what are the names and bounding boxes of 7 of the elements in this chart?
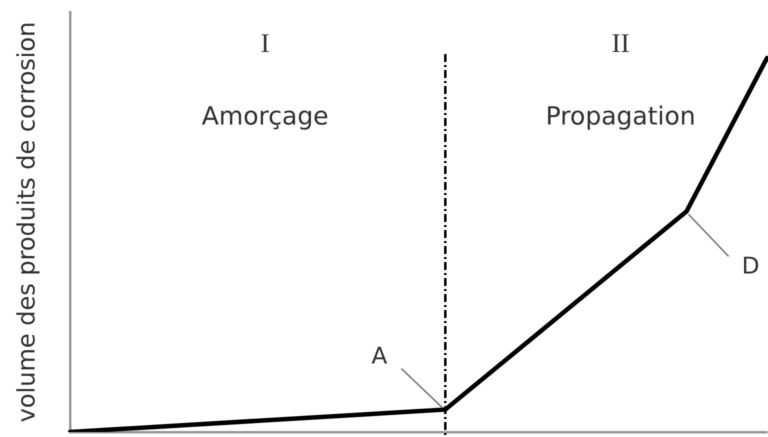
annotation: A [371,344,388,370]
y-axis-title: volume des produits de corrosion [12,22,41,422]
annotation: Propagation [546,102,696,130]
annotation: I [260,28,270,58]
annotation: Amorçage [202,102,329,130]
annotation: II [612,28,630,58]
annotation: D [742,253,760,280]
